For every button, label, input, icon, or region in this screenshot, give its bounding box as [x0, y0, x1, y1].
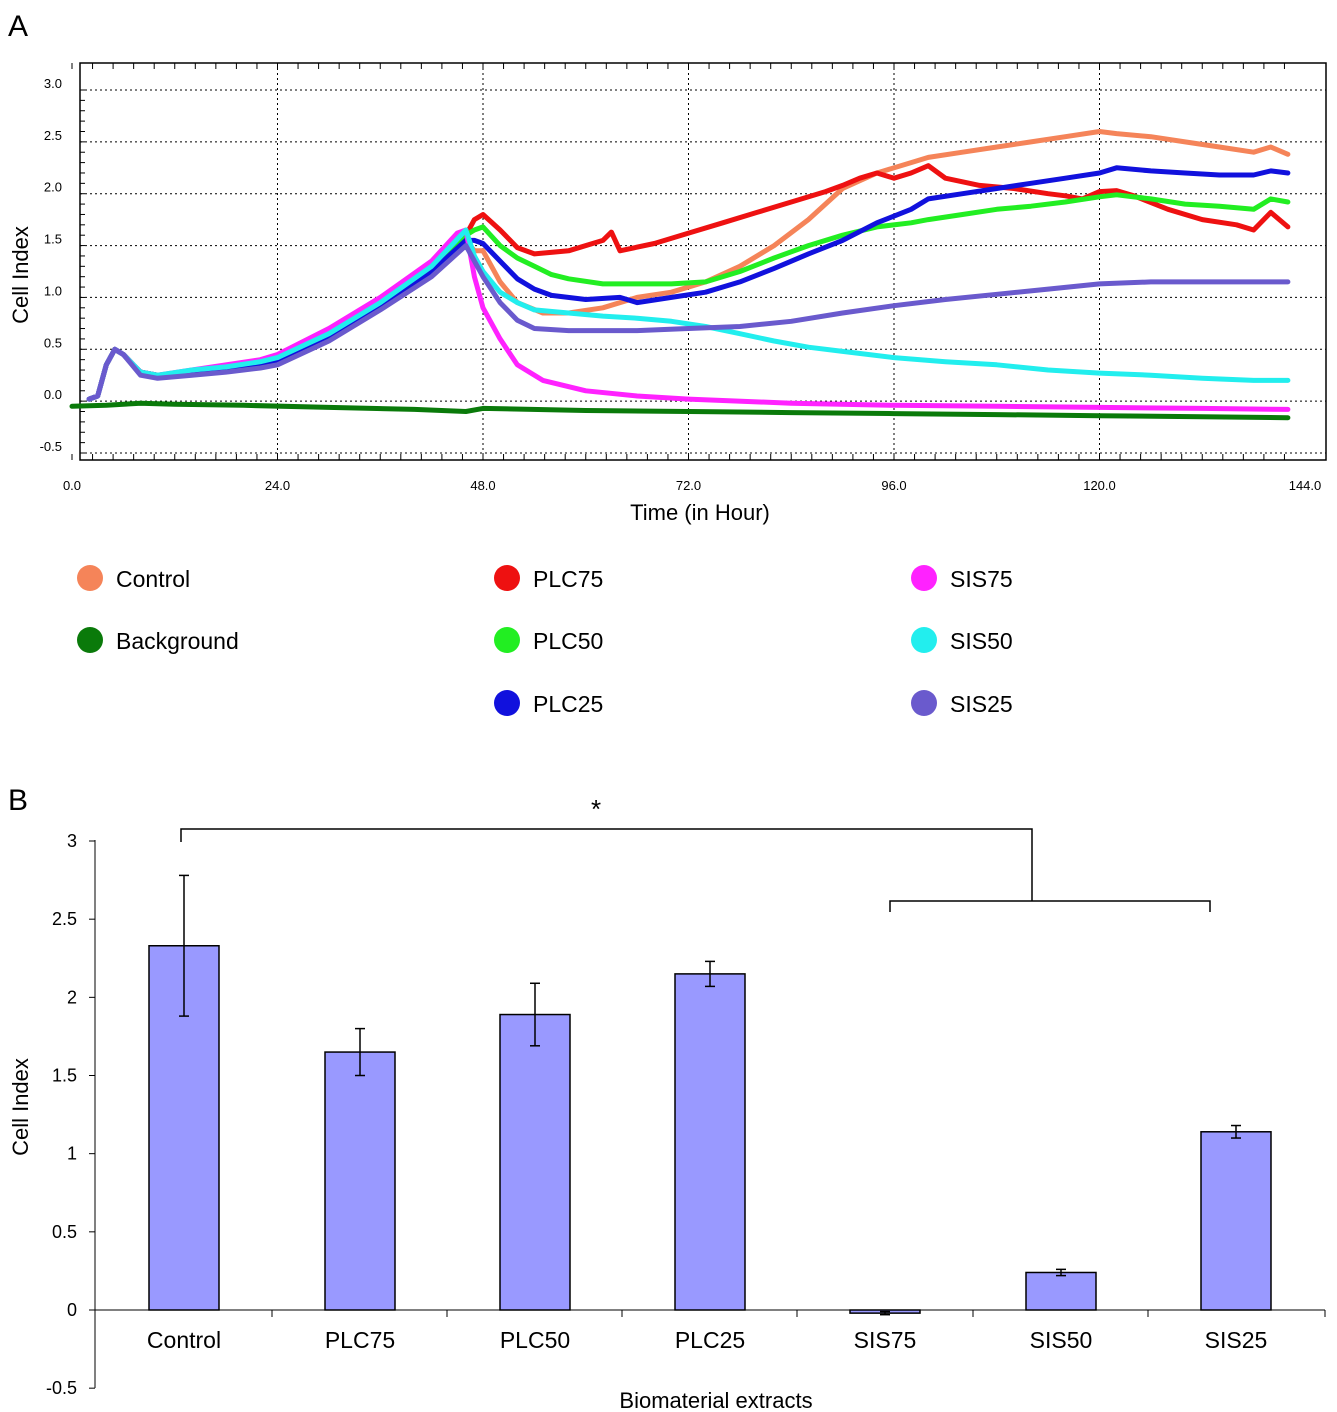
- bar-plc50: [499, 1013, 571, 1311]
- category-label: PLC25: [675, 1327, 745, 1353]
- bracket-sis-group: [889, 900, 1211, 912]
- legend-label: PLC25: [533, 691, 603, 717]
- y-axis-title-b: Cell Index: [8, 1058, 33, 1156]
- x-tick-label-a: 72.0: [676, 478, 701, 493]
- legend-marker: [911, 565, 937, 591]
- y-tick-label-b: -0.5: [46, 1378, 77, 1398]
- x-tick-label-a: 24.0: [265, 478, 290, 493]
- bar-plc25: [674, 973, 746, 1311]
- category-label: PLC75: [325, 1327, 395, 1353]
- legend-label: Background: [116, 628, 239, 654]
- legend-label: SIS50: [950, 628, 1013, 654]
- series-line-sis50: [86, 227, 1291, 402]
- bar-plc75: [324, 1051, 396, 1311]
- y-tick-label-b: 1: [67, 1144, 77, 1164]
- category-labels-b: Control PLC75 PLC50 PLC25 SIS75 SIS50 SIS25: [94, 1310, 1326, 1353]
- plot-frame-a: [79, 62, 1327, 461]
- significance-asterisk: *: [591, 794, 601, 824]
- y-tick-label-a: 1.0: [44, 283, 62, 298]
- bracket-main: [180, 828, 1033, 901]
- category-label: SIS75: [854, 1327, 917, 1353]
- legend-a: Control Background PLC75 PLC50 PLC25 SIS75 SIS…: [77, 565, 1013, 717]
- y-tick-label-a: 0.5: [44, 335, 62, 350]
- panel-b-letter: B: [8, 784, 28, 817]
- x-tick-label-a: 144.0: [1289, 478, 1322, 493]
- panel-b: B 3 2.5 2 1.5 1 0.5 0 -0.5 Control PLC75 PLC50 PLC…: [8, 784, 1326, 1412]
- significance-bracket: *: [180, 794, 1211, 912]
- legend-item-sis25: SIS25: [911, 690, 1013, 717]
- x-axis-title-a: Time (in Hour): [630, 500, 770, 525]
- x-tick-label-a: 120.0: [1083, 478, 1116, 493]
- y-tick-label-a: 2.0: [44, 180, 62, 195]
- category-label: PLC50: [500, 1327, 570, 1353]
- legend-item-background: Background: [77, 627, 239, 654]
- legend-marker: [494, 627, 520, 653]
- y-tick-label-b: 0: [67, 1300, 77, 1320]
- panel-a: A 3.0 2.5 2.0 1.5 1.0 0.5 0.0 -0.5 0.0 24.0 48.0 7…: [8, 10, 1327, 717]
- y-tick-label-a: -0.5: [40, 439, 62, 454]
- y-tick-label-a: 2.5: [44, 128, 62, 143]
- y-tick-label-b: 2: [67, 987, 77, 1007]
- y-tick-label-a: 0.0: [44, 387, 62, 402]
- bars-b: [148, 945, 1272, 1314]
- legend-label: PLC50: [533, 628, 603, 654]
- legend-item-plc50: PLC50: [494, 627, 603, 654]
- error-bars-b: [179, 874, 1241, 1316]
- category-label: SIS25: [1205, 1327, 1268, 1353]
- bar-sis50: [1025, 1271, 1097, 1311]
- legend-item-sis75: SIS75: [911, 565, 1013, 592]
- x-tick-labels-a: 0.0 24.0 48.0 72.0 96.0 120.0 144.0: [63, 478, 1321, 493]
- legend-marker: [77, 565, 103, 591]
- legend-item-plc75: PLC75: [494, 565, 603, 592]
- y-tick-label-b: 1.5: [52, 1066, 77, 1086]
- series-line-sis25: [86, 243, 1291, 402]
- y-tick-labels-a: 3.0 2.5 2.0 1.5 1.0 0.5 0.0 -0.5: [40, 76, 62, 454]
- legend-label: PLC75: [533, 566, 603, 592]
- series-line-background: [69, 400, 1291, 421]
- y-tick-label-b: 3: [67, 831, 77, 851]
- panel-a-letter: A: [8, 10, 28, 43]
- legend-marker: [494, 690, 520, 716]
- legend-marker: [77, 627, 103, 653]
- y-tick-label-a: 3.0: [44, 76, 62, 91]
- legend-label: SIS75: [950, 566, 1013, 592]
- legend-label: Control: [116, 566, 190, 592]
- x-tick-label-a: 96.0: [881, 478, 906, 493]
- legend-item-control: Control: [77, 565, 190, 592]
- y-axis-title-a: Cell Index: [8, 226, 33, 324]
- x-tick-label-a: 0.0: [63, 478, 81, 493]
- y-tick-label-a: 1.5: [44, 232, 62, 247]
- y-tick-label-b: 0.5: [52, 1222, 77, 1242]
- bar-sis25: [1200, 1131, 1272, 1311]
- legend-label: SIS25: [950, 691, 1013, 717]
- series-lines-a: [69, 129, 1291, 421]
- category-label: Control: [147, 1327, 221, 1353]
- y-tick-labels-b: 3 2.5 2 1.5 1 0.5 0 -0.5: [46, 831, 95, 1398]
- y-tick-label-b: 2.5: [52, 909, 77, 929]
- legend-item-sis50: SIS50: [911, 627, 1013, 654]
- x-tick-label-a: 48.0: [470, 478, 495, 493]
- legend-item-plc25: PLC25: [494, 690, 603, 717]
- legend-marker: [911, 627, 937, 653]
- legend-marker: [494, 565, 520, 591]
- minor-ticks-a: [71, 63, 1285, 460]
- category-label: SIS50: [1030, 1327, 1093, 1353]
- x-axis-title-b: Biomaterial extracts: [619, 1388, 812, 1412]
- legend-marker: [911, 690, 937, 716]
